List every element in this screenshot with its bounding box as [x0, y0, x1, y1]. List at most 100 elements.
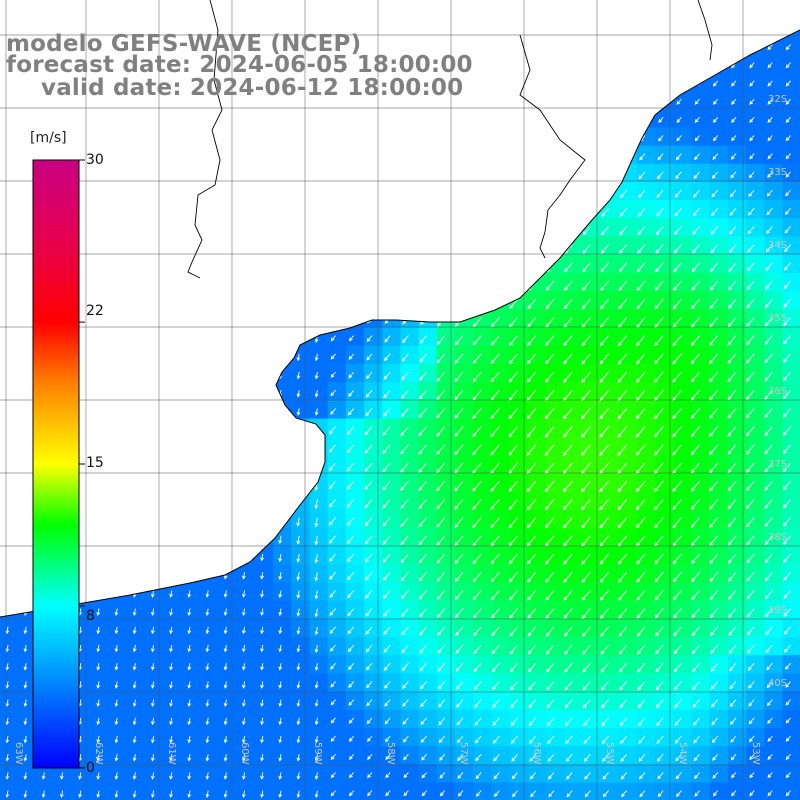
wind-cell	[109, 655, 128, 674]
wind-arrow	[563, 353, 573, 365]
wind-cell	[345, 655, 365, 674]
wind-cell	[473, 491, 492, 511]
wind-arrow	[439, 153, 446, 160]
wind-arrow	[673, 662, 682, 673]
wind-cell	[655, 109, 674, 128]
wind-arrow	[278, 699, 283, 708]
wind-cell	[345, 418, 365, 438]
wind-cell	[546, 527, 565, 547]
wind-arrow	[691, 535, 700, 546]
lat-label: 35S	[768, 313, 787, 324]
wind-cell	[382, 30, 401, 37]
wind-cell	[527, 618, 547, 638]
wind-cell	[200, 109, 219, 128]
wind-arrow	[563, 517, 573, 529]
wind-cell	[546, 218, 565, 238]
wind-cell	[327, 564, 347, 583]
wind-arrow	[150, 189, 155, 198]
wind-arrow	[603, 44, 609, 51]
wind-cell	[291, 273, 310, 292]
wind-cell	[327, 163, 347, 183]
wind-cell	[728, 564, 747, 583]
wind-arrow	[528, 681, 537, 691]
wind-cell	[527, 782, 547, 800]
wind-arrow	[59, 153, 64, 162]
wind-cell	[382, 218, 401, 238]
wind-arrow	[617, 371, 628, 383]
wind-cell	[182, 236, 201, 256]
wind-cell	[346, 0, 365, 19]
wind-cell	[564, 109, 583, 128]
wind-cell	[200, 637, 219, 656]
wind-cell	[127, 600, 147, 620]
wind-cell	[291, 618, 310, 638]
wind-cell	[327, 327, 347, 347]
wind-cell	[182, 400, 201, 420]
wind-cell	[36, 764, 56, 784]
wind-arrow	[23, 754, 28, 762]
wind-arrow	[23, 299, 28, 307]
wind-cell	[127, 127, 147, 147]
colorbar-tick-22: 22	[86, 303, 104, 319]
wind-cell	[218, 127, 238, 147]
wind-arrow	[563, 480, 573, 493]
wind-arrow	[532, 8, 536, 13]
wind-cell	[400, 400, 420, 420]
wind-arrow	[420, 280, 427, 288]
wind-cell	[600, 236, 620, 256]
wind-arrow	[296, 517, 301, 527]
wind-arrow	[438, 207, 446, 216]
wind-arrow	[169, 244, 173, 253]
wind-arrow	[528, 226, 537, 236]
wind-arrow	[690, 480, 700, 492]
wind-cell	[509, 691, 529, 711]
wind-arrow	[114, 244, 119, 253]
wind-cell	[309, 746, 329, 765]
wind-arrow	[328, 480, 336, 490]
wind-arrow	[636, 371, 646, 383]
wind-cell	[400, 364, 420, 383]
wind-cell	[436, 182, 456, 201]
wind-cell	[418, 655, 438, 674]
wind-cell	[582, 254, 602, 274]
wind-cell	[691, 127, 711, 147]
wind-arrow	[745, 444, 755, 455]
wind-arrow	[547, 189, 555, 199]
wind-arrow	[60, 8, 63, 15]
wind-cell	[618, 728, 638, 747]
wind-arrow	[384, 681, 391, 689]
wind-cell	[746, 418, 765, 438]
wind-arrow	[132, 262, 137, 271]
wind-arrow	[728, 298, 737, 309]
wind-arrow	[114, 553, 119, 562]
wind-arrow	[330, 772, 336, 779]
wind-cell	[546, 509, 565, 529]
wind-cell	[327, 473, 347, 492]
wind-cell	[127, 109, 147, 128]
wind-cell	[418, 509, 438, 529]
wind-arrow	[223, 262, 228, 271]
wind-arrow	[621, 62, 628, 69]
lat-label: 32S	[768, 94, 787, 105]
wind-cell	[491, 218, 511, 238]
wind-cell	[637, 564, 656, 583]
wind-cell	[236, 564, 256, 583]
wind-arrow	[709, 298, 719, 310]
wind-cell	[327, 637, 347, 656]
wind-cell	[746, 254, 765, 274]
wind-arrow	[132, 663, 137, 671]
wind-arrow	[582, 681, 591, 691]
wind-cell	[345, 673, 365, 693]
wind-arrow	[709, 335, 719, 346]
wind-cell	[200, 436, 219, 456]
wind-cell	[254, 527, 274, 547]
wind-arrow	[419, 608, 427, 618]
wind-arrow	[508, 499, 518, 511]
wind-cell	[491, 91, 511, 110]
wind-arrow	[41, 117, 46, 125]
wind-cell	[127, 618, 147, 638]
wind-arrow	[23, 208, 28, 216]
wind-arrow	[169, 426, 173, 435]
wind-arrow	[348, 171, 355, 178]
wind-arrow	[566, 153, 573, 162]
